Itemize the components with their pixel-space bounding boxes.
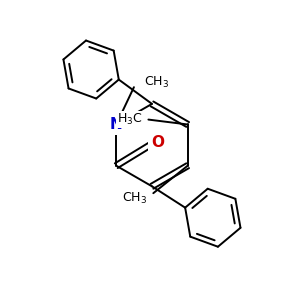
- Text: CH$_3$: CH$_3$: [122, 190, 147, 206]
- Text: H$_3$C: H$_3$C: [117, 112, 142, 127]
- Text: CH$_3$: CH$_3$: [144, 75, 169, 90]
- Text: O: O: [151, 135, 164, 150]
- Text: N: N: [110, 117, 123, 132]
